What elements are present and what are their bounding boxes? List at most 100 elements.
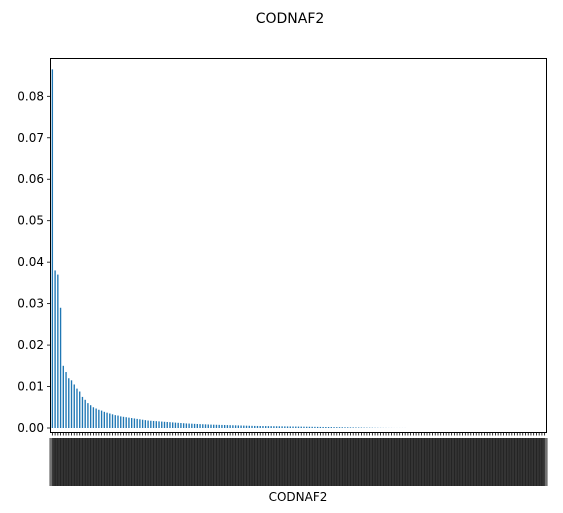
bar bbox=[210, 425, 211, 428]
bar bbox=[123, 417, 124, 428]
bar bbox=[257, 426, 258, 428]
bar bbox=[325, 427, 326, 428]
bar bbox=[355, 427, 356, 428]
bar bbox=[93, 407, 94, 428]
bar bbox=[194, 424, 195, 428]
bar bbox=[172, 422, 173, 428]
y-tick-label: 0.05 bbox=[17, 214, 44, 228]
bar bbox=[71, 380, 72, 428]
bar bbox=[52, 69, 53, 428]
y-tick-label: 0.01 bbox=[17, 380, 44, 394]
bar bbox=[238, 425, 239, 428]
bar bbox=[224, 425, 225, 428]
bar bbox=[95, 409, 96, 428]
bar bbox=[57, 275, 58, 428]
bar bbox=[156, 421, 157, 428]
bar bbox=[249, 426, 250, 428]
bar bbox=[260, 426, 261, 428]
bar bbox=[246, 426, 247, 428]
bar bbox=[320, 427, 321, 428]
bar bbox=[279, 426, 280, 428]
bar bbox=[342, 427, 343, 428]
bar bbox=[229, 425, 230, 428]
bar bbox=[199, 424, 200, 428]
bar bbox=[339, 427, 340, 428]
bar bbox=[180, 423, 181, 428]
y-tick-label: 0.00 bbox=[17, 421, 44, 435]
bar bbox=[202, 424, 203, 428]
bar bbox=[262, 426, 263, 428]
x-ticks-group bbox=[49, 432, 547, 486]
bar bbox=[333, 427, 334, 428]
bar bbox=[85, 400, 86, 428]
bar bbox=[131, 418, 132, 428]
bar bbox=[268, 426, 269, 428]
bar bbox=[134, 418, 135, 428]
bar bbox=[213, 425, 214, 428]
y-tick-label: 0.03 bbox=[17, 297, 44, 311]
y-tick-label: 0.04 bbox=[17, 255, 44, 269]
bar bbox=[243, 426, 244, 428]
bar bbox=[270, 426, 271, 428]
bar bbox=[284, 426, 285, 428]
bar bbox=[177, 423, 178, 428]
bar bbox=[309, 427, 310, 428]
bar bbox=[290, 426, 291, 428]
bar bbox=[251, 426, 252, 428]
bar bbox=[106, 413, 107, 428]
y-tick-label: 0.06 bbox=[17, 172, 44, 186]
bar bbox=[219, 425, 220, 428]
bar bbox=[311, 427, 312, 428]
plot-frame bbox=[51, 59, 547, 433]
bar bbox=[169, 422, 170, 428]
bar bbox=[126, 417, 127, 428]
bar bbox=[301, 427, 302, 428]
bar bbox=[344, 427, 345, 428]
y-tick-label: 0.02 bbox=[17, 338, 44, 352]
bar bbox=[139, 419, 140, 428]
bar bbox=[292, 427, 293, 428]
y-tick-label: 0.07 bbox=[17, 131, 44, 145]
bar bbox=[227, 425, 228, 428]
chart-title: CODNAF2 bbox=[256, 11, 325, 27]
bar bbox=[254, 426, 255, 428]
bar bbox=[205, 424, 206, 428]
bar bbox=[240, 426, 241, 428]
bar bbox=[128, 418, 129, 428]
bar bbox=[298, 427, 299, 428]
x-tick-label bbox=[542, 438, 548, 486]
bar bbox=[265, 426, 266, 428]
bar bbox=[350, 427, 351, 428]
bar bbox=[353, 427, 354, 428]
bar bbox=[186, 423, 187, 428]
bar bbox=[145, 420, 146, 428]
bar bbox=[303, 427, 304, 428]
bar bbox=[76, 389, 77, 428]
bar bbox=[273, 426, 274, 428]
bar bbox=[287, 426, 288, 428]
bar bbox=[336, 427, 337, 428]
bar bbox=[276, 426, 277, 428]
bar bbox=[112, 414, 113, 428]
y-tick-label: 0.08 bbox=[17, 89, 44, 103]
bar bbox=[115, 415, 116, 428]
bar bbox=[322, 427, 323, 428]
bar bbox=[328, 427, 329, 428]
bar bbox=[191, 424, 192, 428]
bar bbox=[82, 397, 83, 428]
bar bbox=[120, 416, 121, 428]
x-axis-label: CODNAF2 bbox=[269, 490, 328, 504]
bar bbox=[158, 421, 159, 428]
bar bbox=[235, 425, 236, 428]
bar bbox=[150, 421, 151, 428]
bar bbox=[347, 427, 348, 428]
bar bbox=[281, 426, 282, 428]
bar bbox=[74, 384, 75, 428]
bar bbox=[208, 424, 209, 428]
bar bbox=[221, 425, 222, 428]
bar bbox=[314, 427, 315, 428]
bar bbox=[167, 422, 168, 428]
bar bbox=[183, 423, 184, 428]
bar bbox=[90, 405, 91, 428]
bar bbox=[147, 421, 148, 428]
